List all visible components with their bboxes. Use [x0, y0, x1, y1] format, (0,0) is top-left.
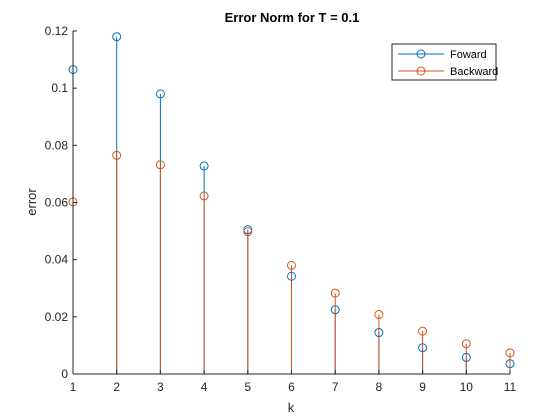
marker-foward-3 — [155, 89, 165, 99]
legend-marker-backward — [416, 66, 426, 76]
marker-foward-8 — [374, 328, 384, 338]
x-tick-label: 4 — [201, 380, 208, 394]
y-tick-label: 0.06 — [45, 196, 69, 210]
marker-backward-5 — [243, 227, 253, 237]
x-tick-label: 6 — [288, 380, 295, 394]
marker-foward-4 — [199, 161, 209, 171]
y-tick-label: 0.1 — [51, 81, 68, 95]
marker-foward-11 — [505, 359, 515, 369]
x-tick-label: 5 — [244, 380, 251, 394]
x-axis-label: k — [288, 400, 295, 415]
marker-foward-2 — [112, 32, 122, 42]
legend: Foward Backward — [391, 43, 498, 81]
x-tick-label: 2 — [113, 380, 120, 394]
marker-backward-10 — [461, 339, 471, 349]
y-tick-label: 0.02 — [45, 310, 69, 324]
y-tick-label: 0.08 — [45, 138, 69, 152]
stems-layer — [72, 36, 511, 374]
marker-backward-8 — [374, 310, 384, 320]
marker-foward-9 — [418, 343, 428, 353]
x-tick-label: 11 — [504, 380, 517, 394]
y-tick-label: 0.04 — [45, 253, 69, 267]
y-tick-label: 0.12 — [45, 24, 69, 38]
x-tick-label: 7 — [332, 380, 339, 394]
marker-backward-2 — [112, 150, 122, 160]
x-tick-label: 1 — [70, 380, 77, 394]
marker-backward-3 — [155, 160, 165, 170]
marker-foward-6 — [287, 271, 296, 281]
marker-foward-10 — [461, 352, 471, 362]
marker-foward-7 — [330, 305, 340, 315]
legend-label-backward: Backward — [450, 66, 498, 78]
x-tick-label: 10 — [460, 380, 474, 394]
legend-marker-foward — [416, 49, 426, 59]
legend-label-foward: Foward — [450, 49, 487, 61]
chart-title: Error Norm for T = 0.1 — [225, 10, 360, 25]
legend-box — [391, 43, 497, 81]
marker-backward-7 — [330, 288, 340, 298]
marker-backward-6 — [287, 260, 296, 270]
y-tick-label: 0 — [61, 367, 68, 381]
x-tick-label: 8 — [376, 380, 383, 394]
marker-backward-4 — [199, 191, 209, 201]
y-ticks: 0 0.02 0.04 0.06 0.08 0.1 0.12 — [45, 24, 77, 381]
x-ticks: 1 2 3 4 5 6 7 8 9 10 11 — [70, 370, 517, 394]
y-axis-label: error — [24, 188, 39, 216]
x-tick-label: 9 — [419, 380, 426, 394]
marker-backward-9 — [418, 326, 428, 336]
x-tick-label: 3 — [157, 380, 164, 394]
marker-backward-11 — [505, 348, 515, 358]
